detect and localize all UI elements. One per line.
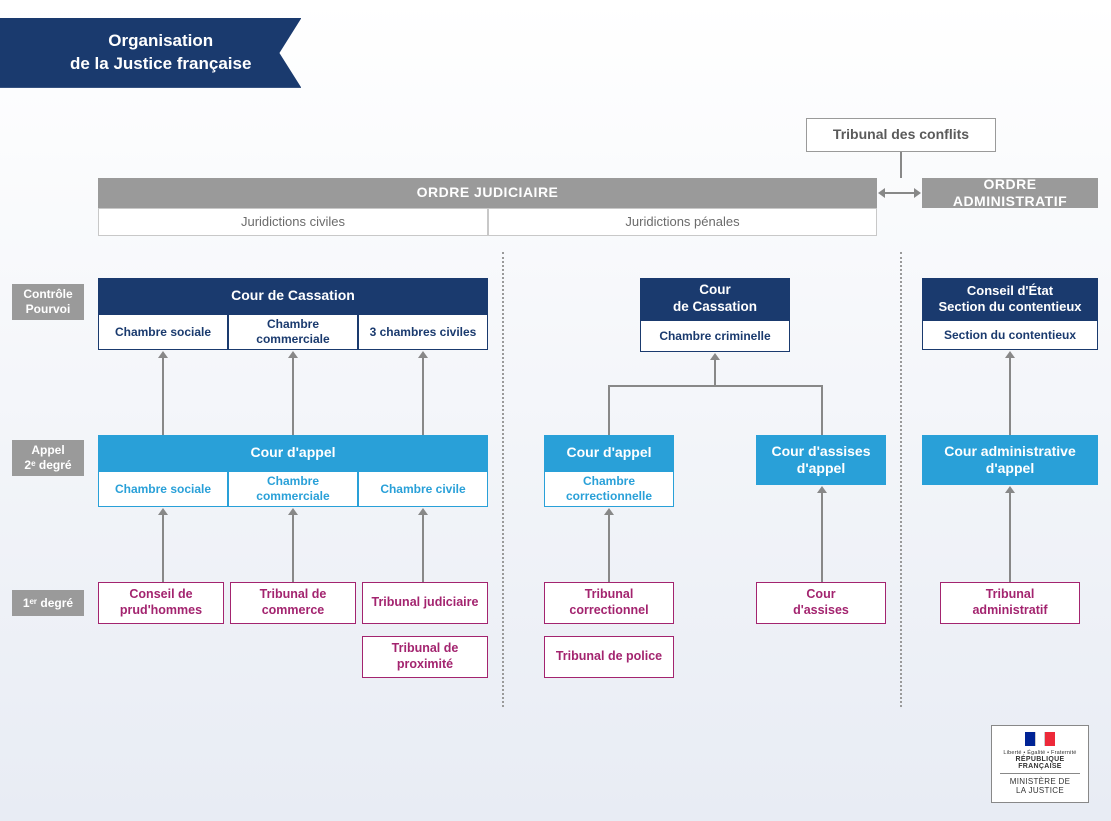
arrow <box>1009 357 1011 435</box>
civil-cass-chambre-commerciale: Chambre commerciale <box>228 314 358 350</box>
connector <box>608 385 610 435</box>
flag-white <box>1035 732 1045 746</box>
tribunal-correctionnel: Tribunal correctionnel <box>544 582 674 624</box>
arrow <box>821 492 823 582</box>
penal-cour-appel: Cour d'appel <box>544 435 674 471</box>
flag-red <box>1045 732 1055 746</box>
civil-cassation: Cour de Cassation <box>98 278 488 314</box>
cour-assises: Cour d'assises <box>756 582 886 624</box>
juridictions-penales-header: Juridictions pénales <box>488 208 877 236</box>
level-premier-label: 1ᵉʳ degré <box>12 590 84 616</box>
civil-appel-chambre-civile: Chambre civile <box>358 471 488 507</box>
connector <box>608 385 822 387</box>
label-text: Cour <box>806 587 835 603</box>
tribunal-proximite: Tribunal de proximité <box>362 636 488 678</box>
title-line2: de la Justice française <box>70 53 251 76</box>
tribunal-judiciaire: Tribunal judiciaire <box>362 582 488 624</box>
separator-penal-admin <box>900 252 902 707</box>
label-text: Cour administrative <box>944 443 1075 461</box>
arrow <box>292 514 294 582</box>
civil-cour-appel: Cour d'appel <box>98 435 488 471</box>
arrow <box>162 357 164 435</box>
arrow <box>162 514 164 582</box>
civil-appel-chambre-commerciale: Chambre commerciale <box>228 471 358 507</box>
arrow <box>608 514 610 582</box>
ministere-justice-logo: Liberté • Égalité • Fraternité RÉPUBLIQU… <box>991 725 1089 803</box>
civil-cass-chambres-civiles: 3 chambres civiles <box>358 314 488 350</box>
label-text: d'assises <box>793 603 849 619</box>
tribunal-administratif: Tribunal administratif <box>940 582 1080 624</box>
cour-assises-appel: Cour d'assises d'appel <box>756 435 886 485</box>
label-text: de Cassation <box>673 299 757 316</box>
flag-icon <box>1025 732 1055 748</box>
ordre-judiciaire-header: ORDRE JUDICIAIRE <box>98 178 877 208</box>
label-text: Contrôle <box>23 287 72 302</box>
label-text: d'appel <box>986 460 1034 478</box>
label-text: Appel <box>31 443 64 458</box>
label-text: Cour d'assises <box>771 443 870 461</box>
logo-ministere: MINISTÈRE DE LA JUSTICE <box>994 777 1086 796</box>
civil-cass-chambre-sociale: Chambre sociale <box>98 314 228 350</box>
penal-chambre-correctionnelle: Chambre correctionnelle <box>544 471 674 507</box>
connector <box>821 385 823 435</box>
conseil-etat: Conseil d'État Section du contentieux <box>922 278 1098 320</box>
label-text: administratif <box>972 603 1047 619</box>
logo-motto: Liberté • Égalité • Fraternité <box>994 750 1086 756</box>
title-line1: Organisation <box>70 30 251 53</box>
arrow <box>292 357 294 435</box>
conseil-prudhommes: Conseil de prud'hommes <box>98 582 224 624</box>
logo-republique: RÉPUBLIQUE FRANÇAISE <box>994 756 1086 770</box>
ordre-administratif-header: ORDRE ADMINISTRATIF <box>922 178 1098 208</box>
logo-divider <box>1000 773 1080 774</box>
arrow <box>422 357 424 435</box>
separator-civil-penal <box>502 252 504 707</box>
label-text: Cour <box>699 282 731 299</box>
tribunal-police: Tribunal de police <box>544 636 674 678</box>
penal-chambre-criminelle: Chambre criminelle <box>640 320 790 352</box>
section-contentieux: Section du contentieux <box>922 320 1098 350</box>
cour-administrative-appel: Cour administrative d'appel <box>922 435 1098 485</box>
arrow <box>422 514 424 582</box>
label-text: Tribunal <box>986 587 1035 603</box>
level-controle-label: Contrôle Pourvoi <box>12 284 84 320</box>
connector <box>900 152 902 178</box>
title-ribbon: Organisation de la Justice française <box>0 18 301 88</box>
double-arrow <box>884 192 915 194</box>
arrow <box>714 359 716 385</box>
level-appel-label: Appel 2ᵉ degré <box>12 440 84 476</box>
juridictions-civiles-header: Juridictions civiles <box>98 208 488 236</box>
arrow <box>1009 492 1011 582</box>
label-text: MINISTÈRE DE <box>1010 777 1071 786</box>
label-text: d'appel <box>797 460 845 478</box>
label-text: Section du contentieux <box>938 299 1081 315</box>
label-text: Pourvoi <box>26 302 71 317</box>
tribunal-commerce: Tribunal de commerce <box>230 582 356 624</box>
civil-appel-chambre-sociale: Chambre sociale <box>98 471 228 507</box>
label-text: LA JUSTICE <box>1016 786 1064 795</box>
label-text: Conseil d'État <box>967 283 1053 299</box>
tribunal-conflits: Tribunal des conflits <box>806 118 996 152</box>
penal-cassation: Cour de Cassation <box>640 278 790 320</box>
label-text: 2ᵉ degré <box>24 458 71 473</box>
flag-blue <box>1025 732 1035 746</box>
